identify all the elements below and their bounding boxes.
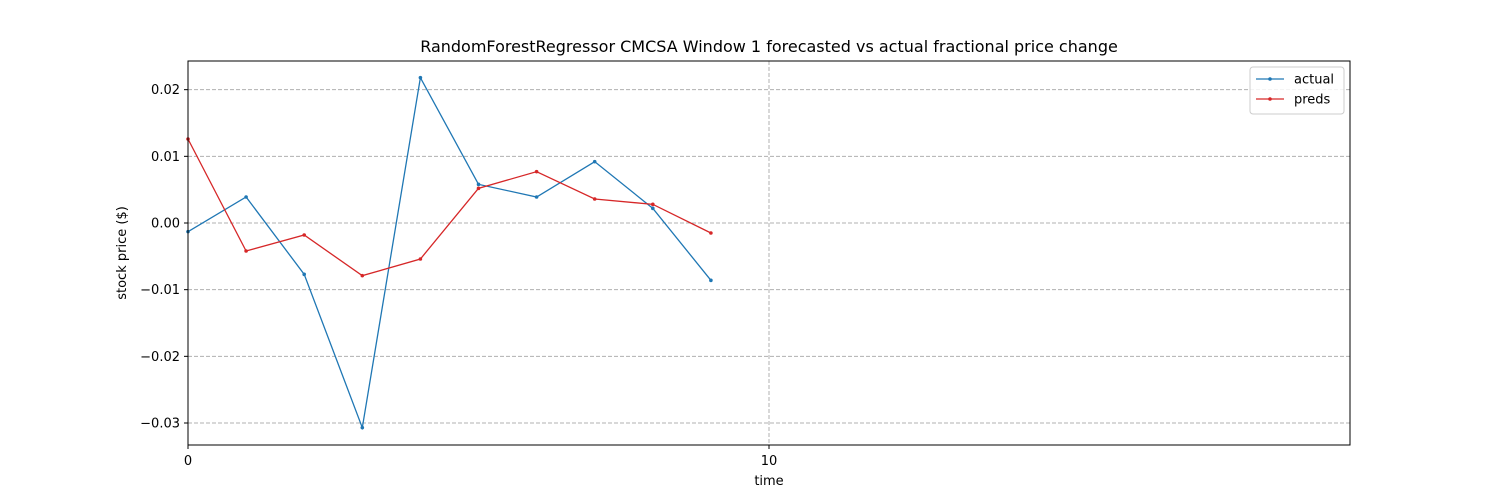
y-tick-label: 0.00 <box>151 217 180 232</box>
y-tick-label: −0.02 <box>140 350 180 365</box>
legend-label-actual: actual <box>1294 73 1334 88</box>
data-point-actual <box>244 195 248 199</box>
legend: actual preds <box>1249 66 1345 115</box>
data-point-actual <box>476 182 481 187</box>
y-tick-label: 0.01 <box>151 150 180 165</box>
chart-title: RandomForestRegressor CMCSA Window 1 for… <box>420 37 1118 56</box>
data-point-preds <box>709 231 713 235</box>
grid <box>187 61 1350 445</box>
ticks: −0.03 −0.02 −0.01 0.00 0.01 0.02 0 10 <box>140 83 777 469</box>
x-tick-label: 0 <box>184 454 192 469</box>
x-tick-label: 10 <box>761 454 778 469</box>
series-line-preds <box>187 138 712 277</box>
series-line-actual <box>187 75 712 431</box>
data-point-preds <box>418 257 423 261</box>
x-axis-label: time <box>754 474 783 489</box>
data-point-actual <box>592 159 597 164</box>
legend-label-preds: preds <box>1294 93 1331 108</box>
data-point-actual <box>651 206 655 211</box>
legend-marker-preds <box>1268 97 1272 101</box>
data-point-preds <box>302 233 307 237</box>
data-point-actual <box>709 278 713 283</box>
data-point-preds <box>534 169 539 174</box>
y-tick-label: −0.01 <box>140 283 180 298</box>
y-axis-label: stock price ($) <box>115 206 130 300</box>
y-tick-label: 0.02 <box>151 83 180 98</box>
legend-marker-actual <box>1268 77 1272 81</box>
y-tick-label: −0.03 <box>140 417 180 432</box>
data-point-actual <box>534 195 539 199</box>
data-point-actual <box>360 425 365 430</box>
data-point-preds <box>476 186 481 191</box>
data-point-preds <box>244 249 248 253</box>
data-point-preds <box>592 197 597 201</box>
series-group <box>186 75 713 431</box>
data-point-actual <box>302 272 307 277</box>
data-point-actual <box>418 75 423 80</box>
data-point-preds <box>360 273 365 278</box>
data-point-preds <box>651 202 655 207</box>
